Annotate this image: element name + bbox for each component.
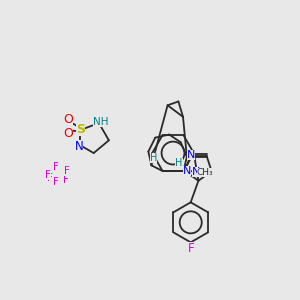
Text: F: F <box>188 242 194 255</box>
Text: S: S <box>76 123 85 136</box>
Text: N: N <box>74 140 83 153</box>
Text: O: O <box>63 127 73 140</box>
Text: H: H <box>150 153 158 163</box>
Text: H: H <box>176 158 183 168</box>
Text: F: F <box>53 162 59 172</box>
Text: O: O <box>63 113 73 126</box>
Text: CH₃: CH₃ <box>197 168 214 177</box>
Text: F: F <box>64 166 69 176</box>
Text: F: F <box>47 173 53 183</box>
Text: NH: NH <box>93 117 108 127</box>
Text: F: F <box>53 176 59 187</box>
Text: N: N <box>192 167 200 177</box>
Text: N: N <box>187 150 195 160</box>
Text: F: F <box>63 175 69 185</box>
Text: F: F <box>45 170 51 180</box>
Text: N: N <box>183 166 191 176</box>
